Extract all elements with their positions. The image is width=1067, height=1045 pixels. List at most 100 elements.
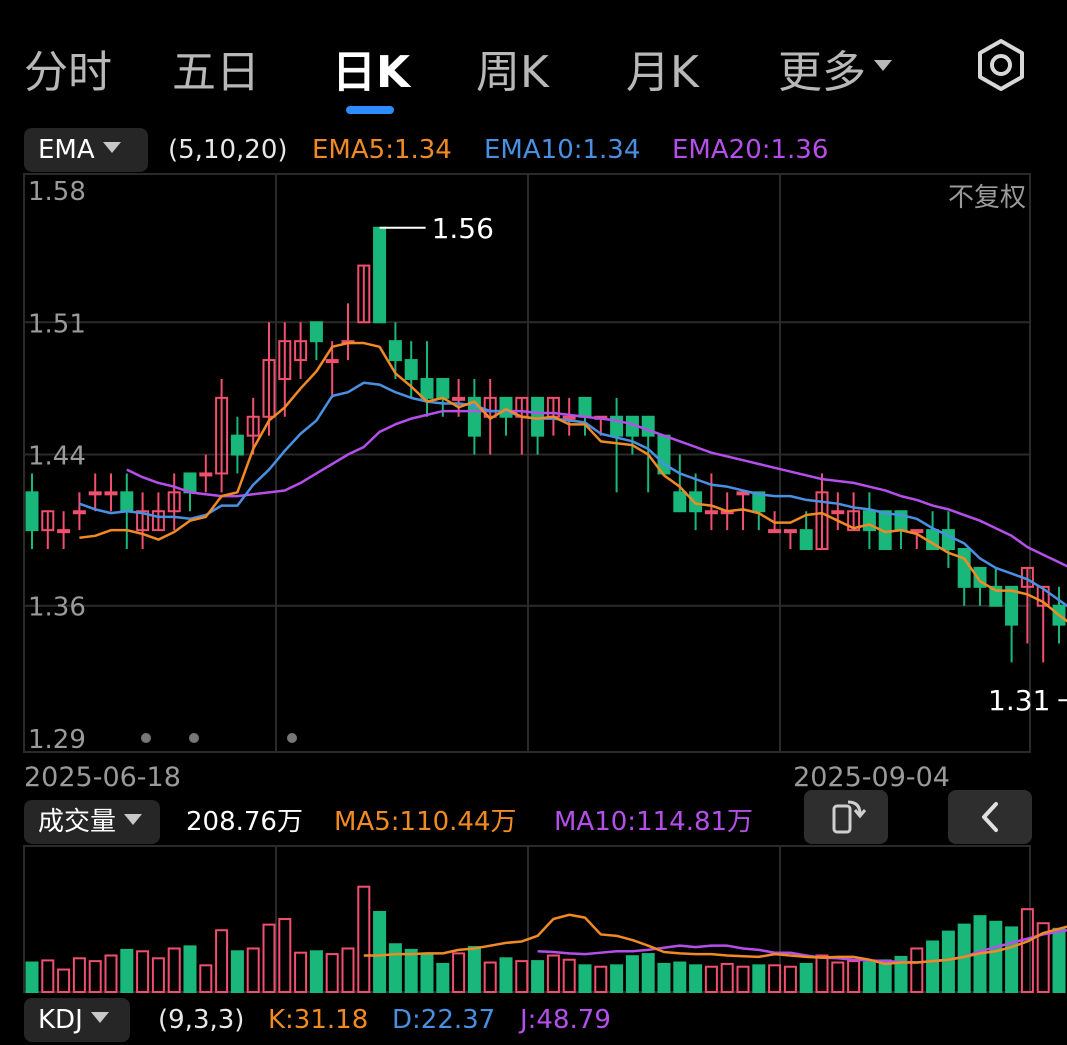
collapse-button[interactable] — [948, 790, 1032, 844]
candle-body — [957, 548, 971, 588]
tab-monthly-k[interactable]: 月K — [626, 47, 699, 98]
volume-bar — [278, 918, 292, 993]
candle-body — [294, 340, 308, 362]
volume-bar — [88, 960, 102, 994]
volume-bar — [1005, 926, 1019, 993]
volume-ma5-line — [363, 913, 1067, 966]
candle-body — [388, 340, 402, 362]
tab-weekly-k[interactable]: 周K — [476, 47, 549, 98]
volume-bar — [325, 953, 339, 993]
kdj-params: (9,3,3) — [158, 1005, 245, 1035]
volume-bar — [404, 948, 418, 993]
volume-selector[interactable]: 成交量 — [24, 800, 160, 844]
ema-selector[interactable]: EMA — [24, 128, 148, 172]
candle-body — [436, 377, 450, 399]
ema20-value: EMA20:1.36 — [672, 135, 829, 165]
candle-body — [483, 396, 497, 418]
low-price-label: 1.31 — [988, 684, 1050, 717]
y-tick-label: 1.51 — [28, 309, 86, 339]
volume-bar — [657, 962, 671, 994]
volume-bar — [120, 948, 134, 993]
candle-body — [452, 396, 466, 401]
candle-body — [799, 529, 813, 551]
caret-down-icon — [124, 814, 143, 825]
volume-bar — [230, 950, 244, 993]
volume-bar — [41, 959, 55, 993]
candle-body — [151, 510, 165, 532]
candle-body — [404, 359, 418, 380]
volume-bar — [736, 965, 750, 993]
kdj-j-value: J:48.79 — [520, 1005, 611, 1035]
active-tab-indicator — [346, 106, 394, 114]
volume-bar — [752, 964, 766, 993]
candle-body — [136, 510, 150, 532]
candle-body — [689, 491, 703, 513]
candle-body — [610, 415, 624, 437]
volume-bar — [641, 953, 655, 993]
volume-bar — [373, 910, 387, 993]
ema-selector-label: EMA — [38, 135, 95, 165]
volume-ma5-value: MA5:110.44万 — [334, 807, 517, 837]
candle-body — [325, 359, 339, 364]
candle-body — [578, 396, 592, 418]
tab-daily-k[interactable]: 日K — [332, 47, 411, 98]
tab-more[interactable]: 更多 — [778, 36, 892, 100]
volume-ma10-line — [537, 928, 1067, 964]
volume-bar — [452, 952, 466, 994]
event-dot — [287, 733, 297, 743]
volume-bar — [104, 954, 118, 993]
high-price-label: 1.56 — [432, 212, 494, 245]
candle-body — [420, 377, 434, 399]
volume-bar — [215, 929, 229, 993]
volume-bar — [831, 961, 845, 994]
volume-bar — [546, 954, 560, 993]
candlestick-chart[interactable]: 1.58 1.51 1.44 1.36 1.29 不复权 1.56 1.31 2025-06-1… — [0, 170, 1067, 798]
ema20-line — [126, 409, 1067, 568]
candle-body — [531, 396, 545, 437]
tab-five-day[interactable]: 五日 — [172, 47, 260, 98]
gear-icon[interactable] — [972, 36, 1030, 94]
candle-body — [641, 415, 655, 437]
ema-params: (5,10,20) — [168, 135, 288, 165]
volume-bar — [862, 961, 876, 994]
candle-body — [989, 585, 1003, 607]
volume-bar — [562, 958, 576, 993]
volume-bar — [388, 943, 402, 994]
volume-bar — [420, 953, 434, 993]
candle-body — [657, 434, 671, 475]
volume-bar — [594, 965, 608, 993]
candle-body — [831, 510, 845, 515]
volume-bar — [941, 930, 955, 993]
caret-down-icon — [90, 1012, 109, 1023]
candle-body — [373, 226, 387, 324]
volume-bar — [25, 961, 39, 994]
candle-body — [278, 340, 292, 380]
volume-bar — [531, 960, 545, 994]
volume-bar — [625, 955, 639, 993]
volume-bar — [768, 964, 782, 993]
volume-bar — [57, 968, 71, 993]
volume-bar — [499, 957, 513, 993]
volume-selector-label: 成交量 — [38, 807, 117, 837]
rotate-button[interactable] — [804, 790, 888, 844]
candle-body — [562, 415, 576, 420]
candle-body — [215, 396, 229, 475]
volume-bar — [309, 950, 323, 993]
candle-body — [183, 472, 197, 494]
tab-intraday[interactable]: 分时 — [24, 47, 112, 98]
y-tick-label: 1.36 — [28, 593, 86, 623]
volume-bar — [894, 955, 908, 993]
volume-bar — [910, 947, 924, 993]
volume-bar — [989, 920, 1003, 993]
volume-bar — [436, 962, 450, 994]
volume-bar — [673, 961, 687, 994]
volume-bar — [183, 945, 197, 993]
candle-body — [673, 491, 687, 513]
volume-bar — [341, 947, 355, 993]
volume-bar — [483, 961, 497, 994]
candle-body — [973, 566, 987, 588]
volume-bar — [720, 962, 734, 994]
x-tick-label: 2025-06-18 — [24, 762, 181, 793]
candle-body — [41, 510, 55, 532]
kdj-selector[interactable]: KDJ — [24, 998, 130, 1042]
